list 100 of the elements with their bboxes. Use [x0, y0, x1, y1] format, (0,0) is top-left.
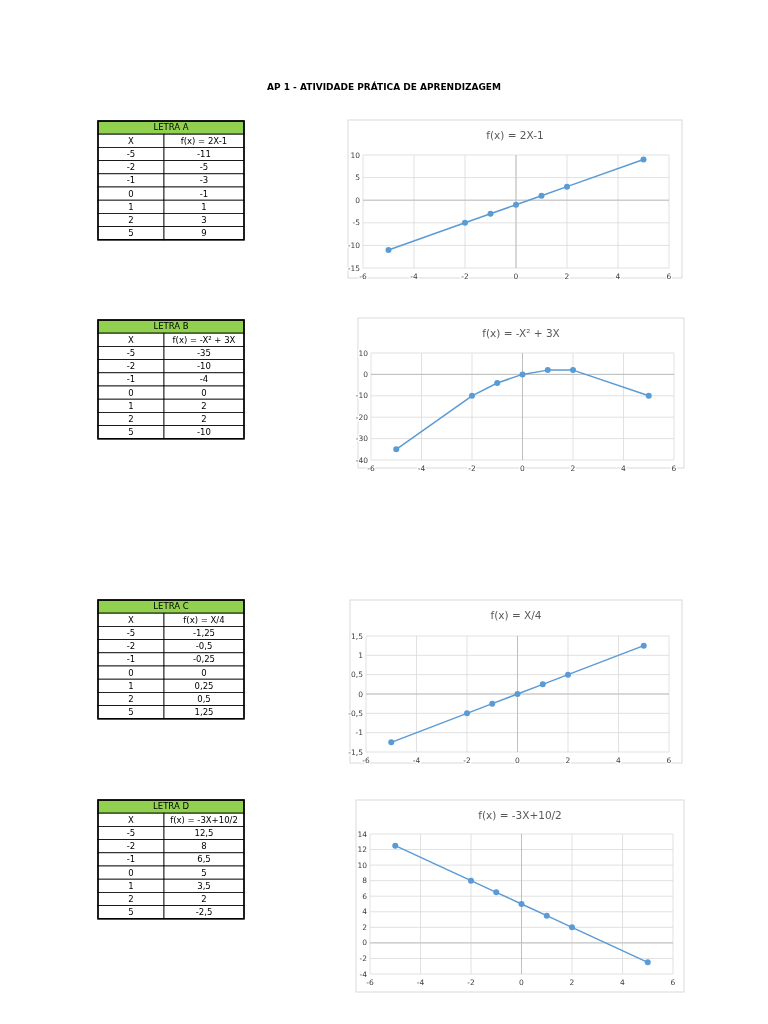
text: -5 — [199, 162, 209, 173]
text: -2,5 — [195, 907, 213, 918]
text: 2 — [128, 694, 134, 704]
text: f(x) = -3X+10/2 — [170, 814, 238, 825]
text: -5 — [126, 149, 136, 159]
text: -11 — [197, 149, 211, 159]
text: -1 — [199, 188, 209, 199]
text: 0 — [201, 387, 207, 398]
text: -0,5 — [195, 641, 213, 652]
text: LETRA D — [153, 801, 190, 812]
text: -2 — [126, 162, 136, 173]
text: 0,25 — [194, 680, 214, 691]
text: 2 — [128, 414, 134, 424]
point — [544, 367, 551, 374]
point — [519, 371, 526, 378]
point — [385, 246, 392, 253]
text: 1 — [201, 201, 207, 212]
text: 6,5 — [197, 854, 211, 865]
text: 5 — [201, 867, 207, 878]
point — [518, 901, 525, 907]
text: AP 1 - ATIVIDADE PRÁTICA DE APRENDIZAGEM — [267, 81, 501, 92]
text: X — [128, 135, 135, 146]
point — [644, 959, 651, 966]
text: 2 — [128, 215, 134, 225]
chart-title: f(x) = -X² + 3X — [482, 327, 560, 339]
text: 12,5 — [194, 828, 214, 838]
text: -3 — [199, 175, 209, 186]
point — [393, 446, 400, 453]
point — [569, 924, 575, 931]
text: 0 — [128, 387, 134, 398]
point — [640, 156, 647, 163]
text: 1 — [128, 880, 134, 891]
point — [570, 367, 576, 374]
point — [493, 889, 500, 896]
point — [640, 642, 647, 649]
text: 5 — [128, 707, 134, 718]
text: 2 — [201, 894, 207, 904]
point — [494, 379, 501, 386]
text: 2 — [201, 400, 207, 411]
text: 2 — [201, 414, 207, 424]
point — [487, 210, 494, 217]
text: 0 — [201, 667, 207, 678]
text: 0 — [128, 667, 134, 678]
text: 1 — [128, 680, 134, 691]
text: -5 — [126, 828, 136, 838]
text: 1,25 — [194, 707, 214, 718]
point — [469, 392, 475, 399]
text: -1 — [126, 175, 136, 186]
point — [539, 681, 546, 688]
text: 5 — [128, 907, 134, 918]
text: -2 — [126, 641, 136, 652]
chart-title: f(x) = 2X-1 — [486, 129, 544, 141]
point — [388, 739, 395, 746]
text: X — [128, 814, 135, 825]
point — [489, 700, 496, 707]
text: 1 — [128, 201, 134, 212]
text: 9 — [201, 228, 207, 239]
text: -1,25 — [193, 628, 215, 638]
text: LETRA A — [153, 122, 189, 133]
text: -4 — [199, 374, 209, 385]
text: -10 — [197, 427, 211, 438]
point — [468, 877, 474, 884]
text: -35 — [197, 348, 211, 358]
text: LETRA C — [153, 601, 189, 612]
chart-title: f(x) = -3X+10/2 — [478, 809, 562, 821]
text: 3,5 — [197, 880, 211, 891]
text: 1 — [128, 400, 134, 411]
point — [392, 842, 399, 849]
text: 2 — [128, 894, 134, 904]
text: -2 — [126, 361, 136, 372]
text: 0,5 — [197, 694, 211, 704]
text: f(x) = 2X-1 — [180, 135, 228, 146]
point — [543, 912, 550, 919]
text: X — [128, 334, 135, 345]
point — [464, 710, 470, 717]
text: 0 — [128, 188, 134, 199]
point — [514, 691, 521, 697]
point — [538, 192, 545, 199]
text: -1 — [126, 654, 136, 665]
text: -0,25 — [193, 654, 215, 665]
text: 3 — [201, 215, 207, 225]
text: 0 — [128, 867, 134, 878]
point — [513, 201, 519, 208]
point — [564, 183, 570, 190]
chart-title: f(x) = X/4 — [490, 609, 542, 621]
point — [645, 392, 652, 399]
text: -1 — [126, 374, 136, 385]
text: f(x) = X/4 — [183, 614, 225, 625]
text: -5 — [126, 628, 136, 638]
point — [462, 219, 468, 226]
point — [565, 671, 571, 678]
text: -2 — [126, 841, 136, 852]
text: 8 — [201, 841, 207, 852]
text: -5 — [126, 348, 136, 358]
text: X — [128, 614, 135, 625]
text: f(x) = -X² + 3X — [172, 334, 236, 345]
text: LETRA B — [153, 321, 189, 332]
text: 5 — [128, 228, 134, 239]
text: 5 — [128, 427, 134, 438]
text: -10 — [197, 361, 211, 372]
